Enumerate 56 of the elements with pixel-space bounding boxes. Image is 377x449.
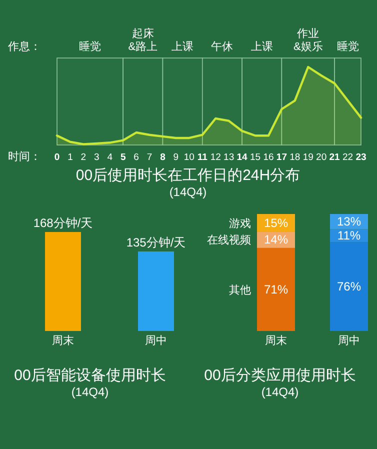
x-tick-label: 6 — [134, 152, 139, 163]
band-label: 起床&路上 — [128, 27, 158, 53]
x-tick-label: 10 — [184, 152, 194, 163]
x-tick-label: 22 — [342, 152, 354, 163]
x-tick-label: 周中 — [145, 334, 167, 347]
x-tick-label: 3 — [94, 152, 100, 163]
x-tick-label: 23 — [356, 152, 366, 163]
x-tick-label: 2 — [80, 152, 86, 163]
text: (14Q4) — [169, 185, 207, 199]
x-tick-label: 20 — [316, 152, 327, 163]
data-label: 14% — [264, 232, 288, 247]
text: 00后分类应用使用时长 — [204, 367, 356, 384]
band-label: 睡觉 — [336, 40, 359, 53]
x-tick-label: 16 — [263, 152, 274, 163]
x-tick-label: 17 — [276, 152, 287, 163]
data-label: 135分钟/天 — [126, 235, 186, 250]
text: (14Q4) — [261, 385, 299, 399]
band-label: 上课 — [172, 40, 194, 53]
data-label: 11% — [337, 228, 361, 243]
x-tick-label: 5 — [120, 152, 126, 163]
data-label: 168分钟/天 — [33, 216, 93, 230]
x-tick-label: 0 — [54, 152, 60, 163]
band-label: 睡觉 — [79, 40, 102, 53]
series-label: 其他 — [229, 283, 251, 296]
bar — [257, 248, 295, 331]
x-tick-label: 周末 — [52, 334, 74, 347]
data-label: 71% — [264, 282, 288, 296]
x-tick-label: 19 — [302, 152, 314, 163]
text: 作息： — [7, 40, 41, 53]
data-label: 76% — [336, 280, 362, 294]
text: 00后使用时长在工作日的24H分布 — [76, 167, 300, 184]
x-tick-label: 7 — [146, 152, 152, 163]
x-tick-label: 18 — [290, 152, 300, 163]
x-tick-label: 13 — [224, 152, 234, 163]
x-tick-label: 1 — [68, 152, 73, 163]
series-label: 游戏 — [229, 216, 251, 230]
x-tick-label: 14 — [236, 152, 248, 163]
x-tick-label: 11 — [197, 152, 208, 163]
band-label: 作业&娱乐 — [293, 27, 323, 53]
x-tick-label: 21 — [329, 152, 341, 163]
x-axis-title: 时间： — [8, 150, 41, 163]
x-tick-label: 4 — [107, 152, 113, 163]
band-label: 上课 — [250, 40, 273, 53]
x-tick-label: 8 — [160, 152, 166, 163]
data-label: 15% — [264, 216, 288, 230]
text: 00后智能设备使用时长 — [14, 367, 166, 384]
x-tick-label: 9 — [173, 152, 179, 163]
x-tick-label: 周中 — [338, 334, 360, 347]
x-tick-label: 12 — [210, 152, 221, 163]
x-tick-label: 周末 — [265, 334, 287, 347]
x-tick-label: 15 — [250, 152, 261, 163]
bar — [330, 242, 368, 331]
data-label: 13% — [336, 214, 362, 229]
band-label: 午休 — [211, 41, 234, 53]
text: (14Q4) — [71, 385, 109, 399]
series-label: 在线视频 — [207, 234, 251, 247]
